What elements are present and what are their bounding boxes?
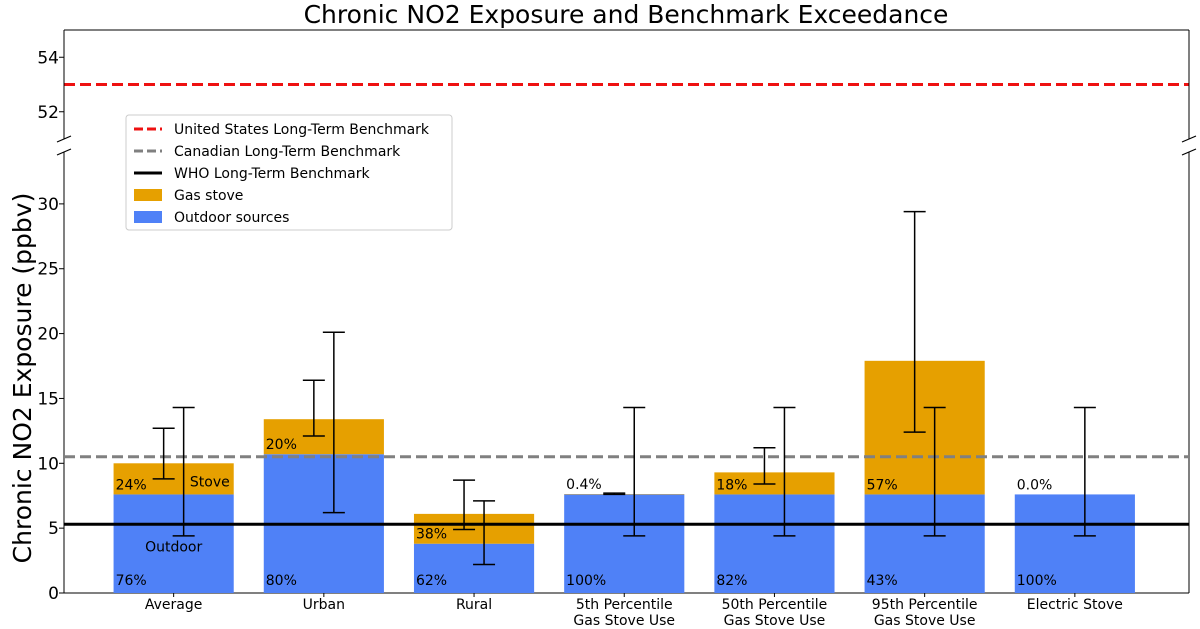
axis-break-mark bbox=[1181, 148, 1197, 156]
outdoor-annotation: Outdoor bbox=[145, 539, 202, 555]
bar-outdoor bbox=[113, 494, 234, 593]
legend: United States Long-Term Benchmark Canadia… bbox=[125, 114, 453, 231]
legend-box bbox=[125, 114, 453, 231]
legend-label: United States Long-Term Benchmark bbox=[174, 122, 430, 138]
y-tick-label: 54 bbox=[37, 48, 59, 68]
x-tick-label: 50th Percentile bbox=[722, 597, 828, 613]
outdoor-percent-label: 80% bbox=[266, 573, 297, 589]
legend-label: WHO Long-Term Benchmark bbox=[174, 166, 371, 182]
x-tick-label: Gas Stove Use bbox=[874, 613, 976, 629]
y-tick-label: 10 bbox=[37, 454, 59, 474]
gas-stove-percent-label: 18% bbox=[716, 477, 747, 493]
axis-break-mark bbox=[1181, 135, 1197, 143]
legend-label: Outdoor sources bbox=[174, 210, 289, 226]
lower-panel: 0 5 10 15 20 25 30 76% 24% 80% 20% 62% 38% 100% 0.4% 82… bbox=[37, 135, 1197, 629]
gas-stove-percent-label: 38% bbox=[416, 527, 447, 543]
gas-stove-percent-label: 0.4% bbox=[566, 477, 602, 493]
x-tick-label: Urban bbox=[303, 597, 345, 613]
bar-outdoor bbox=[1014, 494, 1135, 593]
upper-panel: 52 54 bbox=[37, 29, 1190, 139]
x-tick-label: Gas Stove Use bbox=[573, 613, 675, 629]
x-tick-label: 5th Percentile bbox=[576, 597, 673, 613]
outdoor-percent-label: 76% bbox=[116, 573, 147, 589]
outdoor-percent-label: 100% bbox=[1017, 573, 1057, 589]
y-tick-label: 52 bbox=[37, 103, 59, 123]
outdoor-percent-label: 82% bbox=[716, 573, 747, 589]
y-tick-label: 15 bbox=[37, 389, 59, 409]
bar-outdoor bbox=[864, 494, 985, 593]
bar-gas-stove bbox=[864, 360, 985, 495]
gas-stove-percent-label: 0.0% bbox=[1017, 477, 1053, 493]
x-tick-label: Rural bbox=[456, 597, 492, 613]
x-tick-label: Electric Stove bbox=[1027, 597, 1123, 613]
x-tick-label: Average bbox=[145, 597, 203, 613]
gas-stove-percent-label: 57% bbox=[867, 477, 898, 493]
legend-patch-swatch bbox=[134, 189, 162, 201]
y-tick-label: 0 bbox=[48, 584, 59, 604]
y-tick-label: 25 bbox=[37, 260, 59, 280]
axis-break-mark bbox=[56, 135, 72, 143]
outdoor-percent-label: 62% bbox=[416, 573, 447, 589]
y-tick-label: 30 bbox=[37, 195, 59, 215]
gas-stove-percent-label: 24% bbox=[116, 477, 147, 493]
legend-patch-swatch bbox=[134, 211, 162, 223]
chart-title: Chronic NO2 Exposure and Benchmark Excee… bbox=[304, 0, 949, 29]
outdoor-percent-label: 100% bbox=[566, 573, 606, 589]
y-tick-label: 20 bbox=[37, 325, 59, 345]
legend-label: Gas stove bbox=[174, 188, 243, 204]
x-tick-label: Gas Stove Use bbox=[724, 613, 826, 629]
gas-stove-percent-label: 20% bbox=[266, 437, 297, 453]
outdoor-percent-label: 43% bbox=[867, 573, 898, 589]
y-tick-label: 5 bbox=[48, 519, 59, 539]
stove-annotation: Stove bbox=[190, 475, 230, 491]
y-axis-label: Chronic NO2 Exposure (ppbv) bbox=[8, 193, 37, 564]
bar-outdoor bbox=[413, 543, 535, 593]
legend-label: Canadian Long-Term Benchmark bbox=[174, 144, 401, 160]
axis-break-mark bbox=[56, 148, 72, 156]
bar-outdoor bbox=[564, 494, 685, 593]
x-tick-label: 95th Percentile bbox=[872, 597, 978, 613]
bar-outdoor bbox=[714, 494, 835, 593]
